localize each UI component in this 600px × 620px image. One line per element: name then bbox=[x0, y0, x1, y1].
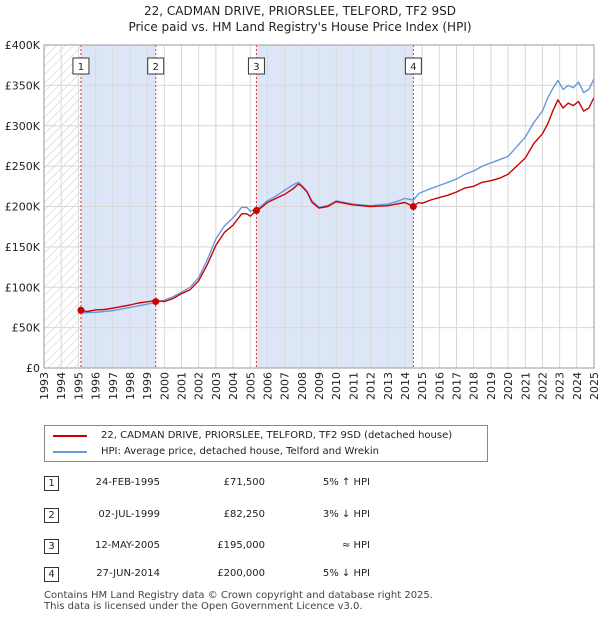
x-tick-label: 1998 bbox=[124, 372, 137, 400]
sale-date: 27-JUN-2014 bbox=[96, 568, 160, 579]
sale-marker-box bbox=[404, 57, 422, 75]
sale-point bbox=[77, 306, 85, 314]
x-tick-label: 1994 bbox=[55, 372, 68, 400]
x-tick-label: 2002 bbox=[193, 372, 206, 400]
plot-frame bbox=[43, 44, 595, 369]
y-tick-label: £300K bbox=[5, 120, 41, 133]
series-line-property bbox=[80, 97, 595, 313]
legend-swatch-property bbox=[53, 435, 87, 437]
x-tick-label: 2010 bbox=[330, 372, 343, 400]
x-tick-label: 2020 bbox=[502, 372, 515, 400]
x-tick-label: 2011 bbox=[347, 372, 360, 400]
sale-marker-label: 4 bbox=[410, 62, 416, 73]
x-tick-label: 1996 bbox=[90, 372, 103, 400]
x-tick-label: 2000 bbox=[158, 372, 171, 400]
x-tick-label: 1997 bbox=[107, 372, 120, 400]
sale-number-badge: 3 bbox=[44, 539, 59, 554]
x-tick-label: 2003 bbox=[210, 372, 223, 400]
y-tick-label: £400K bbox=[5, 39, 41, 52]
sale-price: £82,250 bbox=[223, 509, 265, 520]
chart-subtitle: Price paid vs. HM Land Registry's House … bbox=[128, 20, 472, 34]
y-tick-label: £100K bbox=[5, 281, 41, 294]
legend-label-hpi: HPI: Average price, detached house, Telf… bbox=[101, 446, 379, 457]
x-tick-label: 2007 bbox=[279, 372, 292, 400]
chart-title: 22, CADMAN DRIVE, PRIORSLEE, TELFORD, TF… bbox=[144, 4, 456, 18]
x-tick-label: 2006 bbox=[261, 372, 274, 400]
y-tick-label: £150K bbox=[5, 241, 41, 254]
x-tick-label: 2024 bbox=[571, 372, 584, 400]
sale-row: 4 27-JUN-2014 £200,000 5% ↓ HPI bbox=[0, 566, 600, 586]
sale-marker-box bbox=[247, 57, 265, 75]
x-tick-label: 2008 bbox=[296, 372, 309, 400]
x-tick-label: 2016 bbox=[433, 372, 446, 400]
sale-marker-label: 2 bbox=[153, 62, 159, 73]
sale-date: 12-MAY-2005 bbox=[94, 540, 160, 551]
sale-hpi-comparison: 3% ↓ HPI bbox=[322, 509, 370, 520]
x-tick-label: 2013 bbox=[382, 372, 395, 400]
sale-hpi-comparison: 5% ↑ HPI bbox=[322, 477, 370, 488]
sale-price: £71,500 bbox=[223, 477, 265, 488]
x-tick-label: 2012 bbox=[365, 372, 378, 400]
sale-marker-box bbox=[72, 57, 90, 75]
sale-row: 1 24-FEB-1995 £71,500 5% ↑ HPI bbox=[0, 475, 600, 495]
sale-date: 24-FEB-1995 bbox=[95, 477, 160, 488]
sale-marker-label: 1 bbox=[78, 62, 84, 73]
x-tick-label: 1999 bbox=[141, 372, 154, 400]
y-tick-label: £0 bbox=[26, 362, 40, 375]
sale-row: 3 12-MAY-2005 £195,000 ≈ HPI bbox=[0, 538, 600, 558]
sale-point bbox=[152, 298, 160, 306]
sale-row: 2 02-JUL-1999 £82,250 3% ↓ HPI bbox=[0, 507, 600, 527]
x-tick-label: 2004 bbox=[227, 372, 240, 400]
y-tick-label: £350K bbox=[5, 79, 41, 92]
x-tick-label: 2005 bbox=[244, 372, 257, 400]
x-tick-label: 2023 bbox=[554, 372, 567, 400]
x-tick-label: 2017 bbox=[451, 372, 464, 400]
sale-hpi-comparison: 5% ↓ HPI bbox=[322, 568, 370, 579]
y-tick-label: £200K bbox=[5, 201, 41, 214]
y-tick-label: £50K bbox=[12, 322, 41, 335]
legend-swatch-hpi bbox=[53, 451, 87, 453]
y-tick-label: £250K bbox=[5, 160, 41, 173]
footer-licence: This data is licensed under the Open Gov… bbox=[44, 601, 363, 612]
sale-number-badge: 1 bbox=[44, 476, 59, 491]
footer-copyright: Contains HM Land Registry data © Crown c… bbox=[44, 590, 433, 601]
sale-hpi-comparison: ≈ HPI bbox=[341, 540, 370, 551]
sale-point bbox=[252, 207, 260, 215]
sale-point bbox=[409, 203, 417, 210]
series-line-hpi bbox=[78, 78, 595, 314]
x-tick-label: 1995 bbox=[72, 372, 85, 400]
x-tick-label: 2009 bbox=[313, 372, 326, 400]
x-tick-label: 2021 bbox=[519, 372, 532, 400]
chart-legend: 22, CADMAN DRIVE, PRIORSLEE, TELFORD, TF… bbox=[44, 425, 488, 462]
x-tick-label: 2014 bbox=[399, 372, 412, 400]
x-tick-label: 2019 bbox=[485, 372, 498, 400]
legend-label-property: 22, CADMAN DRIVE, PRIORSLEE, TELFORD, TF… bbox=[101, 430, 453, 441]
sale-marker-label: 3 bbox=[253, 62, 259, 73]
x-tick-label: 2022 bbox=[536, 372, 549, 400]
sale-number-badge: 4 bbox=[44, 567, 59, 582]
sale-date: 02-JUL-1999 bbox=[98, 509, 160, 520]
sale-price: £195,000 bbox=[217, 540, 265, 551]
x-tick-label: 2018 bbox=[468, 372, 481, 400]
x-tick-label: 2025 bbox=[588, 372, 600, 400]
x-tick-label: 2015 bbox=[416, 372, 429, 400]
x-tick-label: 2001 bbox=[176, 372, 189, 400]
sale-marker-box bbox=[147, 57, 165, 75]
x-tick-label: 1993 bbox=[38, 372, 51, 400]
price-chart: 1 2 3 4 £0 £50K £100K £150K £200K £250K £300K £350… bbox=[5, 39, 600, 400]
sale-number-badge: 2 bbox=[44, 508, 59, 523]
sale-price: £200,000 bbox=[217, 568, 265, 579]
